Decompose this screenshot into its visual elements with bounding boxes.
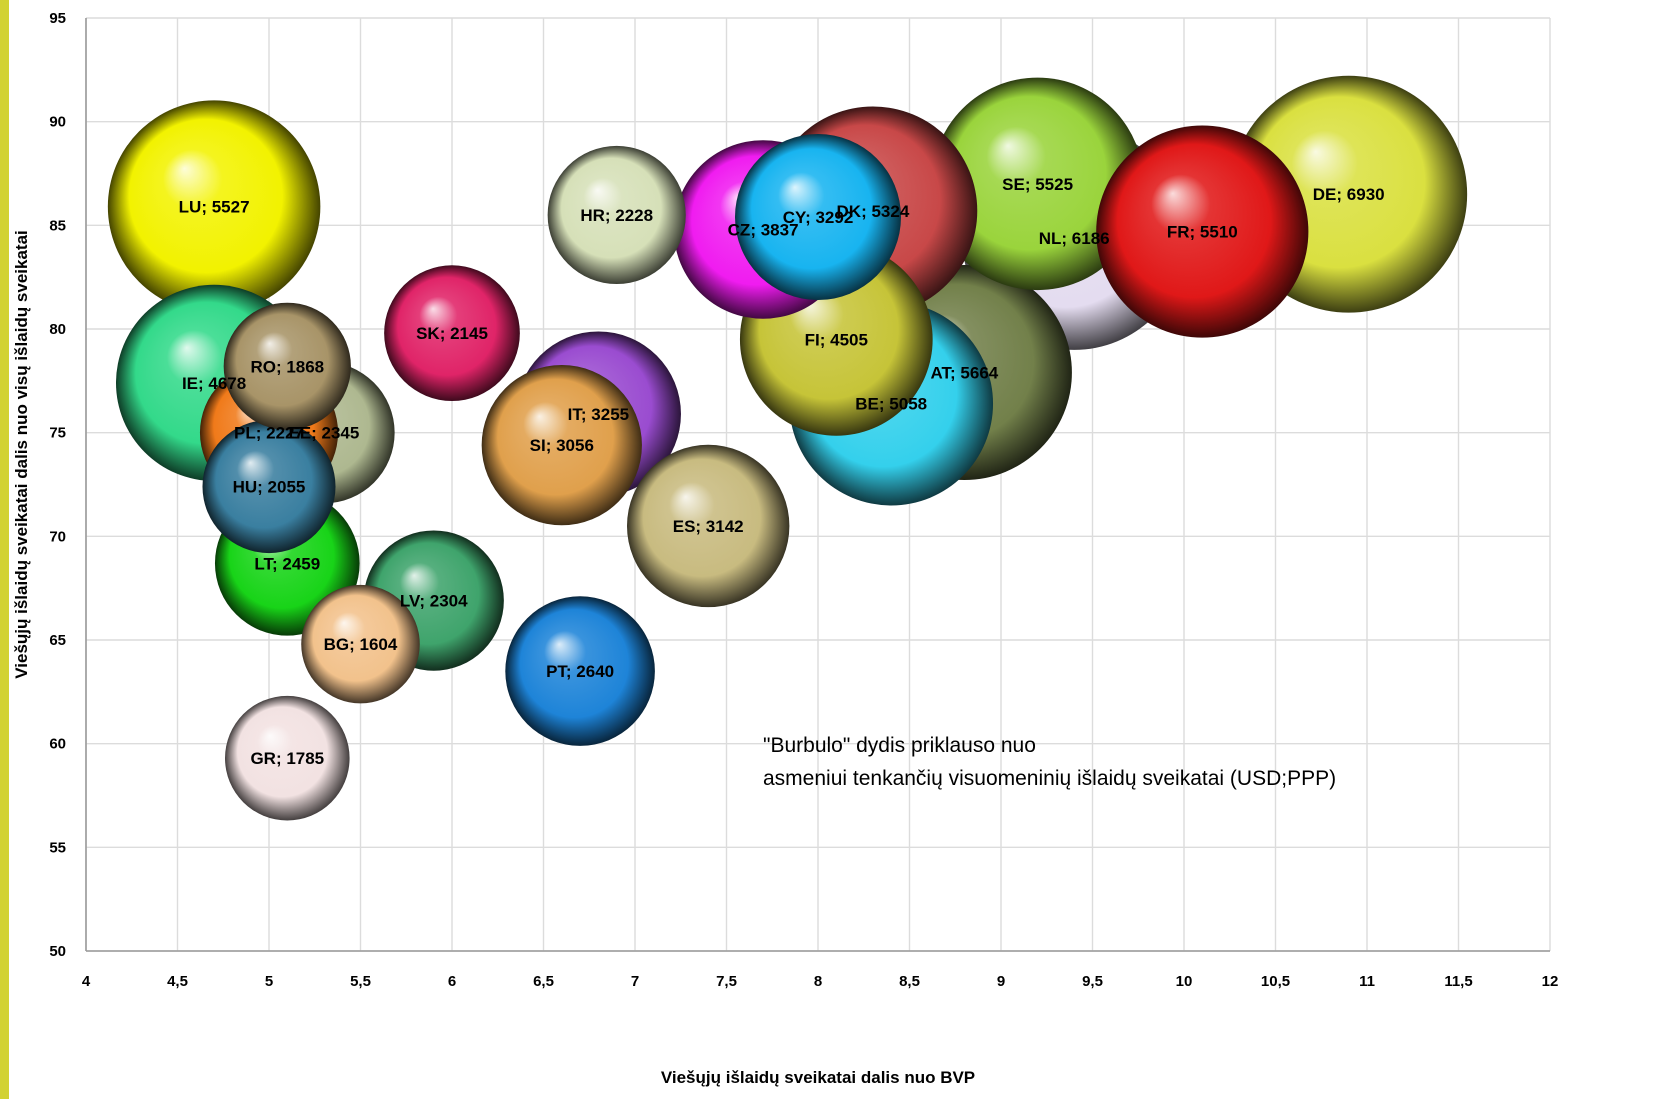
y-tick-label: 70	[49, 528, 66, 545]
bubble-label-cy: CY; 3292	[783, 208, 854, 227]
bubble-label-hr: HR; 2228	[580, 206, 653, 225]
bubble-lu	[107, 100, 321, 313]
bubble-fr	[1096, 125, 1309, 338]
bubble-se	[931, 77, 1144, 291]
bubble-label-sk: SK; 2145	[416, 324, 488, 343]
x-tick-label: 9,5	[1082, 973, 1103, 990]
bubble-label-lv: LV; 2304	[400, 592, 468, 611]
x-tick-label: 8	[814, 973, 822, 990]
bubble-label-gr: GR; 1785	[250, 749, 324, 768]
bubble-label-ro: RO; 1868	[250, 357, 324, 376]
x-tick-label: 5	[265, 973, 273, 990]
x-tick-label: 10	[1176, 973, 1193, 990]
bubble-label-cz: CZ; 3837	[728, 220, 799, 239]
bubble-label-ee: EE; 2345	[288, 424, 359, 443]
y-tick-label: 85	[49, 217, 66, 234]
bubbles	[107, 75, 1468, 821]
bubble-label-pl: PL; 2227	[234, 424, 304, 443]
bubble-label-fi: FI; 4505	[805, 330, 868, 349]
x-tick-label: 6,5	[533, 973, 554, 990]
bubble-si	[481, 364, 642, 526]
bubble-label-de: DE; 6930	[1313, 185, 1385, 204]
x-tick-label: 9	[997, 973, 1005, 990]
x-tick-label: 7	[631, 973, 639, 990]
bubble-label-lu: LU; 5527	[179, 198, 250, 217]
bubble-label-se: SE; 5525	[1002, 175, 1073, 194]
x-tick-label: 10,5	[1261, 973, 1290, 990]
annotation-line-1: "Burbulo" dydis priklauso nuo	[763, 734, 1036, 757]
x-tick-label: 11,5	[1444, 973, 1472, 990]
y-tick-label: 95	[49, 10, 66, 27]
bubble-hu	[202, 420, 336, 554]
y-axis-title: Viešųjų išlaidų sveikatai dalis nuo visų…	[12, 230, 31, 679]
x-tick-label: 7,5	[716, 973, 737, 990]
y-tick-label: 55	[49, 839, 66, 856]
y-tick-label: 75	[49, 425, 66, 442]
bubble-label-nl: NL; 6186	[1039, 229, 1110, 248]
x-tick-label: 11	[1359, 973, 1375, 990]
left-accent-stripe	[0, 0, 9, 1099]
x-tick-label: 12	[1542, 973, 1559, 990]
bubble-label-be: BE; 5058	[855, 395, 927, 414]
y-tick-label: 80	[49, 321, 66, 338]
y-tick-label: 90	[49, 114, 66, 131]
bubble-label-ie: IE; 4678	[182, 374, 246, 393]
axes: 4 4,5 5 5,5 6 6,5 7 7,5 8 8,5 9 9,5 10 10,5 11 11,5 12 50…	[49, 10, 1558, 990]
bubble-ro	[223, 302, 351, 430]
bubble-label-dk: DK; 5324	[837, 202, 910, 221]
bubble-bg	[301, 584, 420, 704]
bubble-label-fr: FR; 5510	[1167, 223, 1238, 242]
bubble-label-es: ES; 3142	[673, 517, 744, 536]
bubble-cy	[734, 134, 902, 301]
bubble-label-hu: HU; 2055	[233, 478, 306, 497]
x-tick-label: 8,5	[899, 973, 920, 990]
bubble-sk	[384, 265, 520, 401]
x-axis-title: Viešųjų išlaidų sveikatai dalis nuo BVP	[661, 1068, 975, 1087]
bubble-gr	[225, 695, 350, 821]
bubble-label-bg: BG; 1604	[324, 635, 398, 654]
bubble-label-pt: PT; 2640	[546, 662, 614, 681]
x-tick-label: 6	[448, 973, 456, 990]
y-tick-label: 50	[49, 943, 66, 960]
annotation-line-2: asmeniui tenkančių visuomeninių išlaidų …	[763, 767, 1336, 790]
bubble-pt	[505, 596, 655, 746]
x-tick-label: 4	[82, 973, 91, 990]
bubble-hr	[547, 145, 686, 285]
y-tick-label: 60	[49, 736, 66, 753]
bubble-label-it: IT; 3255	[568, 405, 629, 424]
x-tick-label: 4,5	[167, 973, 188, 990]
bubble-es	[627, 444, 790, 608]
bubble-label-si: SI; 3056	[530, 436, 594, 455]
bubble-label-at: AT; 5664	[931, 364, 999, 383]
x-tick-label: 5,5	[350, 973, 371, 990]
bubble-label-lt: LT; 2459	[254, 554, 320, 573]
y-tick-label: 65	[49, 632, 66, 649]
